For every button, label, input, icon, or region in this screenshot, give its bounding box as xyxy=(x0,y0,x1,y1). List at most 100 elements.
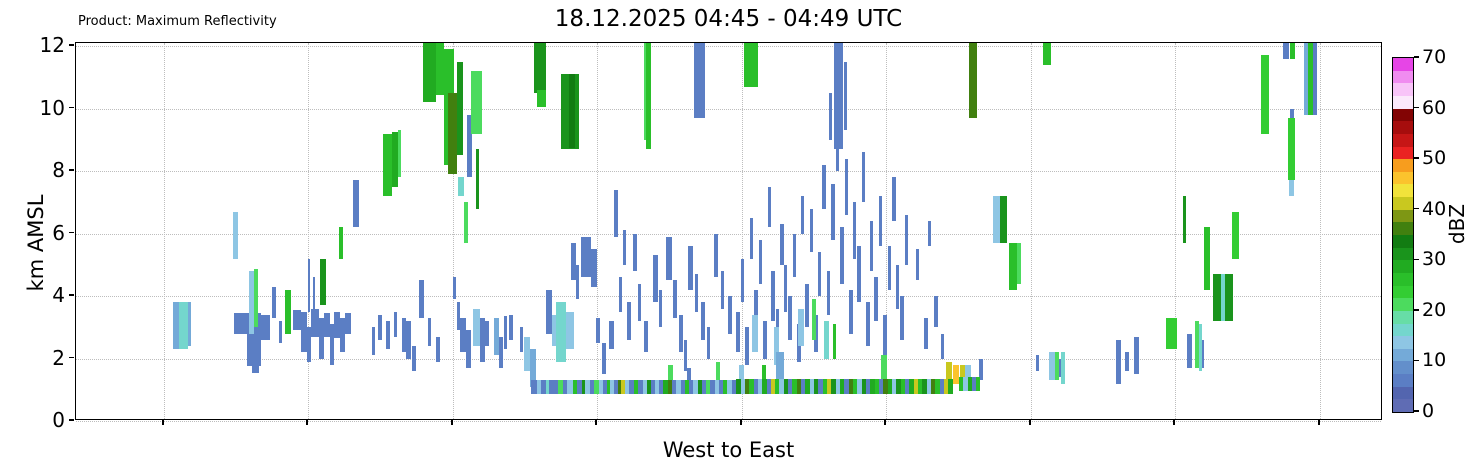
colorbar-segment xyxy=(1393,335,1413,349)
reflectivity-bar xyxy=(1061,352,1065,384)
reflectivity-bar xyxy=(797,378,801,395)
reflectivity-bar xyxy=(668,380,672,395)
reflectivity-bar xyxy=(834,43,843,150)
reflectivity-bar xyxy=(976,377,980,392)
reflectivity-bar xyxy=(272,286,276,318)
reflectivity-bar xyxy=(892,177,896,222)
reflectivity-bar xyxy=(320,258,326,306)
reflectivity-bar xyxy=(524,336,530,371)
reflectivity-bar xyxy=(659,380,663,395)
reflectivity-bar xyxy=(1204,227,1210,290)
reflectivity-bar xyxy=(857,246,861,303)
reflectivity-bar xyxy=(573,380,577,395)
reflectivity-bar xyxy=(767,378,771,395)
reflectivity-bar xyxy=(702,380,706,395)
colorbar-segment xyxy=(1393,247,1413,261)
x-gridline xyxy=(1031,43,1032,419)
reflectivity-bar xyxy=(618,380,621,395)
reflectivity-bar xyxy=(453,277,456,300)
reflectivity-bar xyxy=(471,71,482,134)
reflectivity-bar xyxy=(467,114,472,178)
reflectivity-bar xyxy=(324,313,330,337)
reflectivity-bar xyxy=(928,221,931,247)
x-tick-mark xyxy=(884,420,886,425)
reflectivity-bar xyxy=(779,378,784,395)
reflectivity-bar xyxy=(676,380,681,395)
reflectivity-bar xyxy=(623,230,626,265)
reflectivity-bar xyxy=(870,378,875,395)
reflectivity-bar xyxy=(818,378,823,395)
reflectivity-bar xyxy=(1308,43,1313,115)
x-gridline xyxy=(597,43,598,419)
reflectivity-bar xyxy=(845,158,848,215)
reflectivity-bar xyxy=(784,378,788,395)
reflectivity-bar xyxy=(862,378,866,395)
reflectivity-bar xyxy=(339,227,343,259)
reflectivity-bar xyxy=(874,277,878,322)
x-gridline xyxy=(164,43,165,419)
y-tick-mark xyxy=(69,356,74,359)
reflectivity-bar xyxy=(721,271,724,309)
reflectivity-bar xyxy=(849,289,853,334)
reflectivity-bar xyxy=(744,43,758,87)
reflectivity-bar xyxy=(666,236,672,281)
reflectivity-bar xyxy=(1000,196,1007,243)
x-tick-mark xyxy=(595,420,597,425)
reflectivity-bar xyxy=(1290,108,1294,118)
y-gridline xyxy=(76,171,1381,173)
reflectivity-bar xyxy=(827,378,831,395)
reflectivity-bar xyxy=(566,311,574,350)
reflectivity-bar xyxy=(571,242,576,281)
reflectivity-bar xyxy=(1009,242,1017,290)
reflectivity-bar xyxy=(774,327,779,365)
reflectivity-bar xyxy=(319,317,324,359)
reflectivity-bar xyxy=(1187,333,1192,368)
reflectivity-bar xyxy=(386,321,390,350)
reflectivity-bar xyxy=(499,336,503,368)
reflectivity-bar xyxy=(383,133,392,197)
reflectivity-bar xyxy=(340,317,345,353)
reflectivity-bar xyxy=(732,380,736,395)
reflectivity-bar xyxy=(953,364,959,384)
reflectivity-bar xyxy=(805,378,810,395)
reflectivity-bar xyxy=(844,378,849,395)
reflectivity-bar xyxy=(688,246,693,290)
reflectivity-bar xyxy=(554,380,558,395)
reflectivity-bar xyxy=(771,271,775,322)
reflectivity-bar xyxy=(392,132,398,187)
reflectivity-bar xyxy=(569,74,575,148)
y-gridline xyxy=(76,108,1381,110)
reflectivity-bar xyxy=(888,378,892,395)
reflectivity-bar xyxy=(706,380,710,395)
reflectivity-bar xyxy=(784,264,787,312)
reflectivity-bar xyxy=(905,378,909,395)
reflectivity-bar xyxy=(602,342,606,375)
colorbar-segment xyxy=(1393,108,1413,122)
reflectivity-bar xyxy=(285,289,291,334)
reflectivity-bar xyxy=(935,378,940,395)
reflectivity-bar xyxy=(1134,336,1139,375)
reflectivity-bar xyxy=(627,302,631,340)
reflectivity-bar xyxy=(301,311,307,353)
colorbar-segment xyxy=(1393,95,1413,109)
reflectivity-bar xyxy=(833,324,836,359)
y-tick-mark xyxy=(69,44,74,46)
reflectivity-bar xyxy=(793,233,796,278)
reflectivity-bar xyxy=(552,314,556,347)
reflectivity-bar xyxy=(1059,358,1062,378)
colorbar-tick-mark xyxy=(1414,106,1419,109)
reflectivity-bar xyxy=(509,314,513,340)
product-label: Product: Maximum Reflectivity xyxy=(78,14,277,29)
reflectivity-bar xyxy=(378,314,382,340)
reflectivity-bar xyxy=(1283,43,1289,59)
reflectivity-bar xyxy=(436,43,444,95)
reflectivity-bar xyxy=(609,321,614,350)
x-tick-mark xyxy=(162,420,164,425)
reflectivity-bar xyxy=(541,380,546,395)
x-tick-mark xyxy=(1029,420,1031,425)
reflectivity-bar xyxy=(614,189,618,237)
reflectivity-bar xyxy=(556,302,566,362)
reflectivity-bar xyxy=(398,130,401,178)
reflectivity-bar xyxy=(590,380,594,395)
reflectivity-bar xyxy=(736,378,741,395)
